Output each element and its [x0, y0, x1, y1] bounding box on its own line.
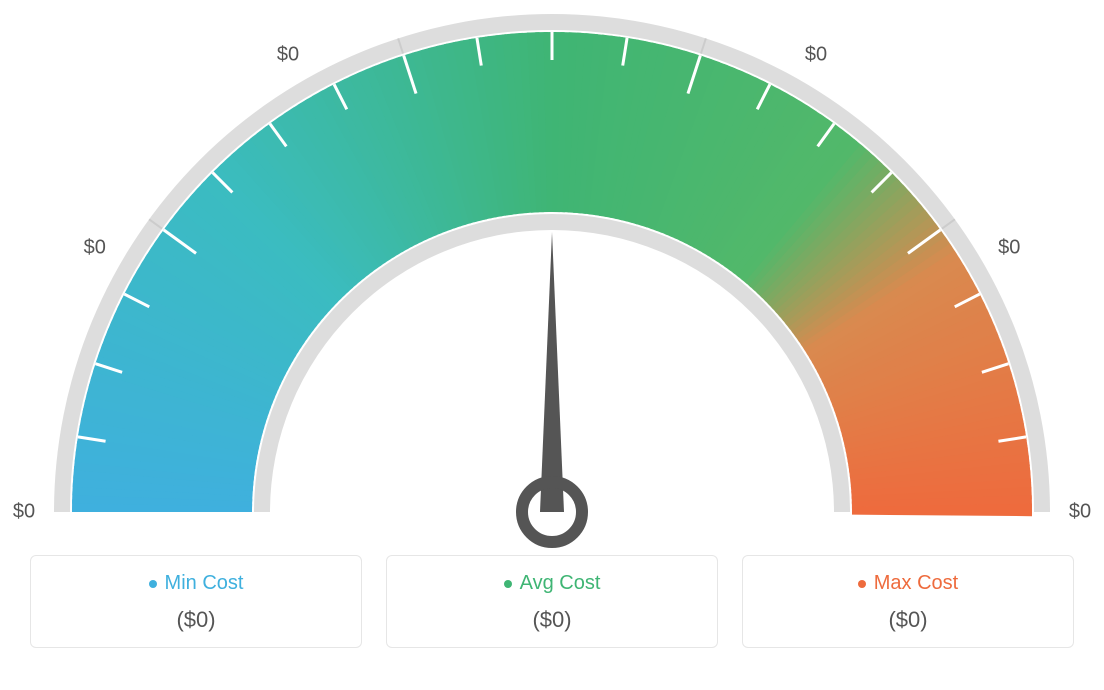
legend-dot-avg — [504, 580, 512, 588]
legend-card-min: Min Cost ($0) — [30, 555, 362, 648]
gauge-chart: $0$0$0$0$0$0$0 — [0, 0, 1104, 555]
gauge-svg — [0, 0, 1104, 555]
legend-title-avg: Avg Cost — [504, 572, 601, 595]
legend-label-max: Max Cost — [874, 572, 958, 595]
legend-card-avg: Avg Cost ($0) — [386, 555, 718, 648]
legend-dot-max — [858, 580, 866, 588]
legend-label-min: Min Cost — [165, 572, 244, 595]
legend-title-min: Min Cost — [149, 572, 244, 595]
gauge-axis-label: $0 — [805, 43, 827, 66]
legend-label-avg: Avg Cost — [520, 572, 601, 595]
gauge-axis-label: $0 — [84, 237, 106, 260]
legend-value-max: ($0) — [755, 607, 1061, 633]
legend-dot-min — [149, 580, 157, 588]
legend-title-max: Max Cost — [858, 572, 958, 595]
legend-value-min: ($0) — [43, 607, 349, 633]
gauge-axis-label: $0 — [277, 43, 299, 66]
gauge-axis-label: $0 — [998, 237, 1020, 260]
legend-row: Min Cost ($0) Avg Cost ($0) Max Cost ($0… — [0, 555, 1104, 648]
legend-card-max: Max Cost ($0) — [742, 555, 1074, 648]
gauge-axis-label: $0 — [1069, 501, 1091, 524]
gauge-axis-label: $0 — [13, 501, 35, 524]
legend-value-avg: ($0) — [399, 607, 705, 633]
